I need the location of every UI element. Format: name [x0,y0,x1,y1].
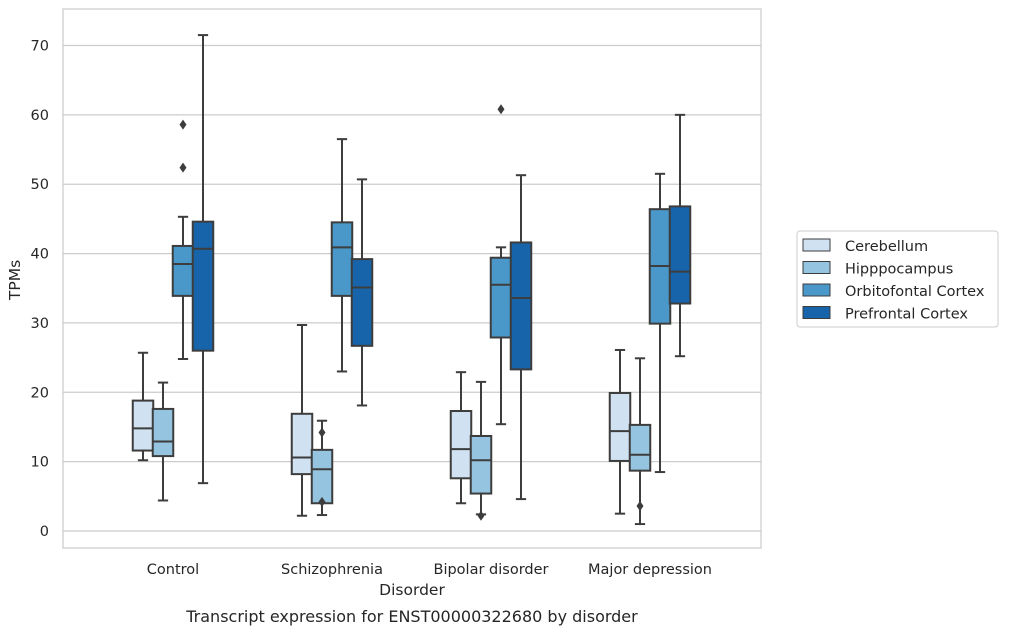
box-cerebellum [131,351,155,462]
box-prefrontal-cortex [350,178,374,407]
y-tick-label: 20 [31,385,49,401]
box-orbitofontal-cortex [171,119,195,360]
box-iqr [350,258,374,347]
outlier-point [318,427,326,438]
legend-label: Prefrontal Cortex [845,307,968,323]
legend-swatch [802,238,831,252]
outlier-point [179,162,187,173]
legend-swatch [802,261,831,274]
box-series [131,34,692,526]
box-iqr [628,423,652,472]
x-axis-ticks: Control Schizophrenia Bipolar disorder Majo… [147,562,712,578]
box-iqr [171,244,195,297]
box-iqr [469,434,493,495]
box-cerebellum [290,324,314,517]
x-tick-label: Schizophrenia [281,562,383,578]
box-hipppocampus [628,357,652,526]
y-tick-label: 70 [31,39,49,55]
legend-label: Hipppocampus [845,262,953,278]
legend-label: Orbitofontal Cortex [845,284,985,300]
y-axis-label: TPMs [6,260,24,301]
box-hipppocampus [310,419,334,517]
x-tick-label: Control [147,562,199,578]
legend-swatch [802,306,831,319]
box-iqr [608,391,632,462]
x-tick-label: Bipolar disorder [434,562,549,578]
outlier-point [318,496,326,507]
box-iqr [131,399,155,452]
box-prefrontal-cortex [191,34,215,485]
chart-caption: Transcript expression for ENST0000032268… [185,607,638,626]
legend-frame [796,230,999,328]
box-hipppocampus [469,380,493,521]
box-iqr [310,448,334,505]
y-axis-ticks: 0 10 20 30 40 50 60 70 [31,39,49,541]
plot-frame [62,8,762,549]
y-tick-label: 50 [31,177,49,193]
box-iqr [489,256,513,339]
legend-label: Cerebellum [845,239,928,255]
outlier-point [497,104,505,115]
box-iqr [668,205,692,305]
box-iqr [449,410,473,480]
box-orbitofontal-cortex [489,104,513,426]
y-tick-label: 40 [31,247,49,263]
box-iqr [191,220,215,352]
box-iqr [290,412,314,476]
x-tick-label: Major depression [588,562,712,578]
y-tick-label: 0 [40,524,49,540]
box-orbitofontal-cortex [330,138,354,373]
box-hipppocampus [151,381,175,502]
outlier-point [179,119,187,130]
box-orbitofontal-cortex [648,172,672,474]
legend-swatch [802,283,831,297]
y-tick-label: 30 [31,316,49,332]
box-cerebellum [608,348,632,515]
box-iqr [151,407,175,458]
y-tick-label: 10 [31,455,49,471]
x-axis-label: Disorder [379,581,445,599]
outlier-point [477,510,485,521]
outlier-point [636,501,644,512]
box-prefrontal-cortex [509,174,533,501]
legend: Cerebellum Hipppocampus Orbitofontal Corte… [796,230,999,328]
y-tick-label: 60 [31,108,49,124]
box-iqr [330,221,354,297]
box-iqr [509,241,533,371]
box-prefrontal-cortex [668,113,692,358]
